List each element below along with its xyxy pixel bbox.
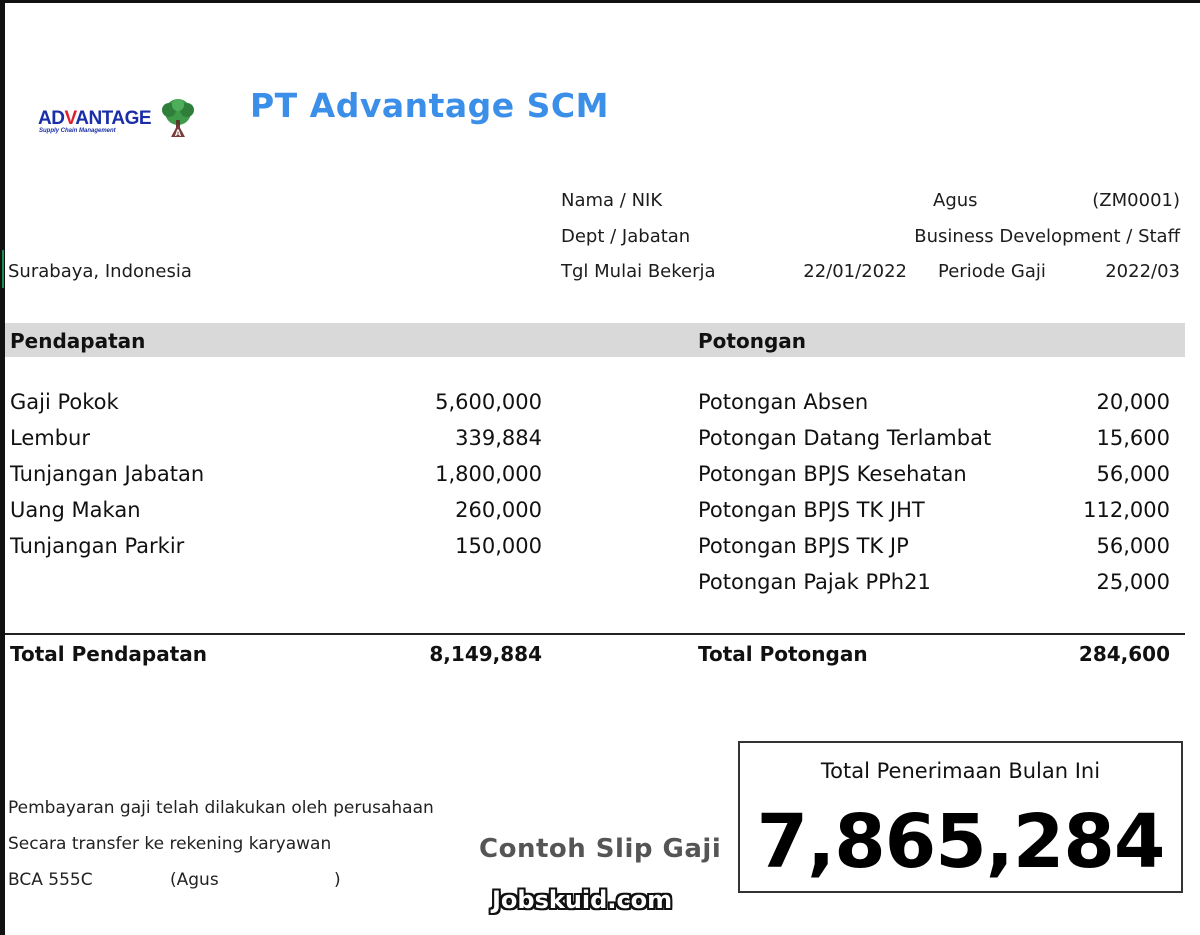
pay-period: 2022/03 — [1105, 261, 1180, 282]
total-deductions-value: 284,600 — [1078, 642, 1170, 666]
logo-word-v: V — [64, 108, 76, 129]
employee-nik: (ZM0001) — [1092, 190, 1180, 211]
company-logo: ADVANTAGE Supply Chain Management A — [38, 98, 203, 140]
deduction-label: Potongan Pajak PPh21 — [698, 570, 931, 594]
dept-label: Dept / Jabatan — [561, 226, 691, 247]
svg-text:A: A — [175, 128, 182, 138]
deduction-label: Potongan Absen — [698, 390, 869, 414]
deduction-label: Potongan BPJS TK JHT — [698, 498, 925, 522]
logo-word-right: ANTAGE — [75, 108, 152, 129]
company-location: Surabaya, Indonesia — [8, 261, 192, 282]
sheet-left-border — [0, 0, 5, 935]
account-holder-close: ) — [334, 870, 341, 890]
watermark-site: Jobskuid.com — [492, 886, 673, 914]
start-date-label: Tgl Mulai Bekerja — [561, 261, 716, 282]
deduction-amount: 25,000 — [1096, 570, 1170, 594]
earning-label: Tunjangan Jabatan — [10, 462, 205, 486]
net-pay-value: 7,865,284 — [756, 799, 1166, 885]
earning-label: Tunjangan Parkir — [10, 534, 185, 558]
earning-label: Lembur — [10, 426, 90, 450]
deduction-label: Potongan BPJS TK JP — [698, 534, 909, 558]
name-nik-label: Nama / NIK — [561, 190, 663, 211]
tree-logo-icon: A — [162, 99, 194, 138]
earning-label: Gaji Pokok — [10, 390, 119, 414]
cell-selection-marker — [2, 250, 4, 288]
deduction-amount: 20,000 — [1096, 390, 1170, 414]
total-deductions-label: Total Potongan — [698, 642, 868, 666]
earning-label: Uang Makan — [10, 498, 141, 522]
earning-amount: 260,000 — [455, 498, 542, 522]
net-pay-box: Total Penerimaan Bulan Ini 7,865,284 — [738, 741, 1183, 893]
total-earnings-label: Total Pendapatan — [10, 642, 207, 666]
deduction-amount: 15,600 — [1096, 426, 1170, 450]
logo-word-left: AD — [38, 108, 65, 129]
total-earnings-value: 8,149,884 — [429, 642, 542, 666]
payment-note-line1: Pembayaran gaji telah dilakukan oleh per… — [8, 798, 434, 818]
net-pay-label: Total Penerimaan Bulan Ini — [820, 759, 1101, 783]
deductions-header: Potongan — [698, 329, 806, 353]
deduction-amount: 56,000 — [1096, 534, 1170, 558]
section-header-band — [5, 323, 1185, 357]
bank-account: BCA 555C — [8, 870, 93, 890]
earning-amount: 150,000 — [455, 534, 542, 558]
account-holder: (Agus — [170, 870, 219, 890]
logo-wordmark: ADVANTAGE — [38, 108, 152, 130]
watermark-title: Contoh Slip Gaji — [479, 834, 722, 864]
deduction-label: Potongan BPJS Kesehatan — [698, 462, 967, 486]
earning-amount: 5,600,000 — [435, 390, 542, 414]
employee-dept: Business Development / Staff — [914, 226, 1180, 247]
earnings-header: Pendapatan — [10, 329, 146, 353]
payment-note-line2: Secara transfer ke rekening karyawan — [8, 834, 332, 854]
deduction-amount: 112,000 — [1083, 498, 1170, 522]
sheet-top-border — [0, 0, 1200, 3]
deduction-label: Potongan Datang Terlambat — [698, 426, 992, 450]
period-label: Periode Gaji — [938, 261, 1046, 282]
company-name: PT Advantage SCM — [250, 86, 609, 125]
employee-name: Agus — [933, 190, 978, 211]
start-date: 22/01/2022 — [803, 261, 907, 282]
logo-tagline: Supply Chain Management — [39, 128, 116, 134]
totals-divider — [5, 633, 1185, 635]
earning-amount: 1,800,000 — [435, 462, 542, 486]
deduction-amount: 56,000 — [1096, 462, 1170, 486]
earning-amount: 339,884 — [455, 426, 542, 450]
